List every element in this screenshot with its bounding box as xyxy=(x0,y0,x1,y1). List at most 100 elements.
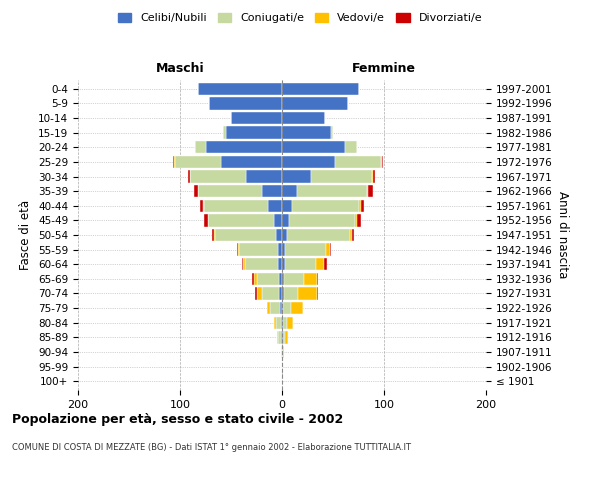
Bar xyxy=(291,302,304,314)
Bar xyxy=(283,302,291,314)
Bar xyxy=(199,82,282,95)
Bar xyxy=(283,331,285,344)
Bar xyxy=(257,288,262,300)
Bar xyxy=(270,302,280,314)
Bar xyxy=(174,156,175,168)
Text: Femmine: Femmine xyxy=(352,62,416,75)
Bar xyxy=(194,185,199,198)
Bar xyxy=(282,272,284,285)
Bar xyxy=(317,272,318,285)
Bar xyxy=(206,141,282,154)
Bar xyxy=(282,156,335,168)
Bar xyxy=(292,200,359,212)
Bar xyxy=(200,200,203,212)
Bar xyxy=(359,200,361,212)
Text: Popolazione per età, sesso e stato civile - 2002: Popolazione per età, sesso e stato civil… xyxy=(12,412,343,426)
Bar xyxy=(282,185,298,198)
Bar xyxy=(368,185,373,198)
Bar xyxy=(298,185,367,198)
Text: Maschi: Maschi xyxy=(155,62,205,75)
Bar xyxy=(277,331,278,344)
Bar xyxy=(253,272,254,285)
Bar xyxy=(274,316,276,329)
Bar xyxy=(324,258,327,270)
Y-axis label: Fasce di età: Fasce di età xyxy=(19,200,32,270)
Bar xyxy=(282,229,287,241)
Bar xyxy=(242,258,243,270)
Bar xyxy=(282,141,345,154)
Bar xyxy=(372,170,373,182)
Bar xyxy=(311,170,372,182)
Bar xyxy=(247,170,282,182)
Bar xyxy=(208,214,274,226)
Bar xyxy=(298,288,317,300)
Bar xyxy=(282,331,283,344)
Bar xyxy=(212,229,214,241)
Bar xyxy=(350,229,352,241)
Bar xyxy=(245,258,278,270)
Bar xyxy=(330,244,331,256)
Text: COMUNE DI COSTA DI MEZZATE (BG) - Dati ISTAT 1° gennaio 2002 - Elaborazione TUTT: COMUNE DI COSTA DI MEZZATE (BG) - Dati I… xyxy=(12,442,411,452)
Bar xyxy=(382,156,383,168)
Bar xyxy=(287,229,350,241)
Bar xyxy=(239,244,278,256)
Bar xyxy=(373,170,375,182)
Bar xyxy=(215,229,276,241)
Bar xyxy=(284,288,298,300)
Bar xyxy=(282,214,289,226)
Bar xyxy=(243,258,245,270)
Bar xyxy=(262,185,282,198)
Bar xyxy=(283,346,284,358)
Bar xyxy=(282,346,283,358)
Bar xyxy=(237,244,238,256)
Bar xyxy=(282,112,325,124)
Bar xyxy=(282,288,284,300)
Bar xyxy=(282,126,331,139)
Bar xyxy=(304,272,317,285)
Bar xyxy=(203,200,205,212)
Bar xyxy=(238,244,239,256)
Bar xyxy=(367,185,368,198)
Bar xyxy=(199,185,262,198)
Bar xyxy=(285,258,316,270)
Bar xyxy=(214,229,215,241)
Bar xyxy=(287,316,293,329)
Bar xyxy=(317,288,318,300)
Bar xyxy=(278,331,281,344)
Bar xyxy=(278,244,282,256)
Bar xyxy=(262,288,279,300)
Bar xyxy=(276,316,281,329)
Bar xyxy=(282,302,283,314)
Bar xyxy=(345,141,358,154)
Bar xyxy=(267,302,270,314)
Y-axis label: Anni di nascita: Anni di nascita xyxy=(556,192,569,278)
Bar xyxy=(279,288,282,300)
Bar xyxy=(381,156,382,168)
Bar xyxy=(274,214,282,226)
Bar xyxy=(283,316,287,329)
Bar xyxy=(173,156,174,168)
Bar xyxy=(254,272,257,285)
Bar xyxy=(209,97,282,110)
Bar xyxy=(352,229,355,241)
Bar xyxy=(285,244,326,256)
Bar xyxy=(175,156,221,168)
Bar xyxy=(284,272,304,285)
Bar xyxy=(335,156,381,168)
Bar xyxy=(196,141,206,154)
Bar xyxy=(231,112,282,124)
Bar xyxy=(331,126,333,139)
Bar xyxy=(278,258,282,270)
Legend: Celibi/Nubili, Coniugati/e, Vedovi/e, Divorziati/e: Celibi/Nubili, Coniugati/e, Vedovi/e, Di… xyxy=(113,8,487,28)
Bar xyxy=(282,170,311,182)
Bar xyxy=(256,288,257,300)
Bar xyxy=(282,316,283,329)
Bar xyxy=(361,200,364,212)
Bar xyxy=(226,126,282,139)
Bar xyxy=(268,200,282,212)
Bar xyxy=(280,302,282,314)
Bar xyxy=(282,97,349,110)
Bar xyxy=(281,346,282,358)
Bar xyxy=(285,331,288,344)
Bar xyxy=(190,170,247,182)
